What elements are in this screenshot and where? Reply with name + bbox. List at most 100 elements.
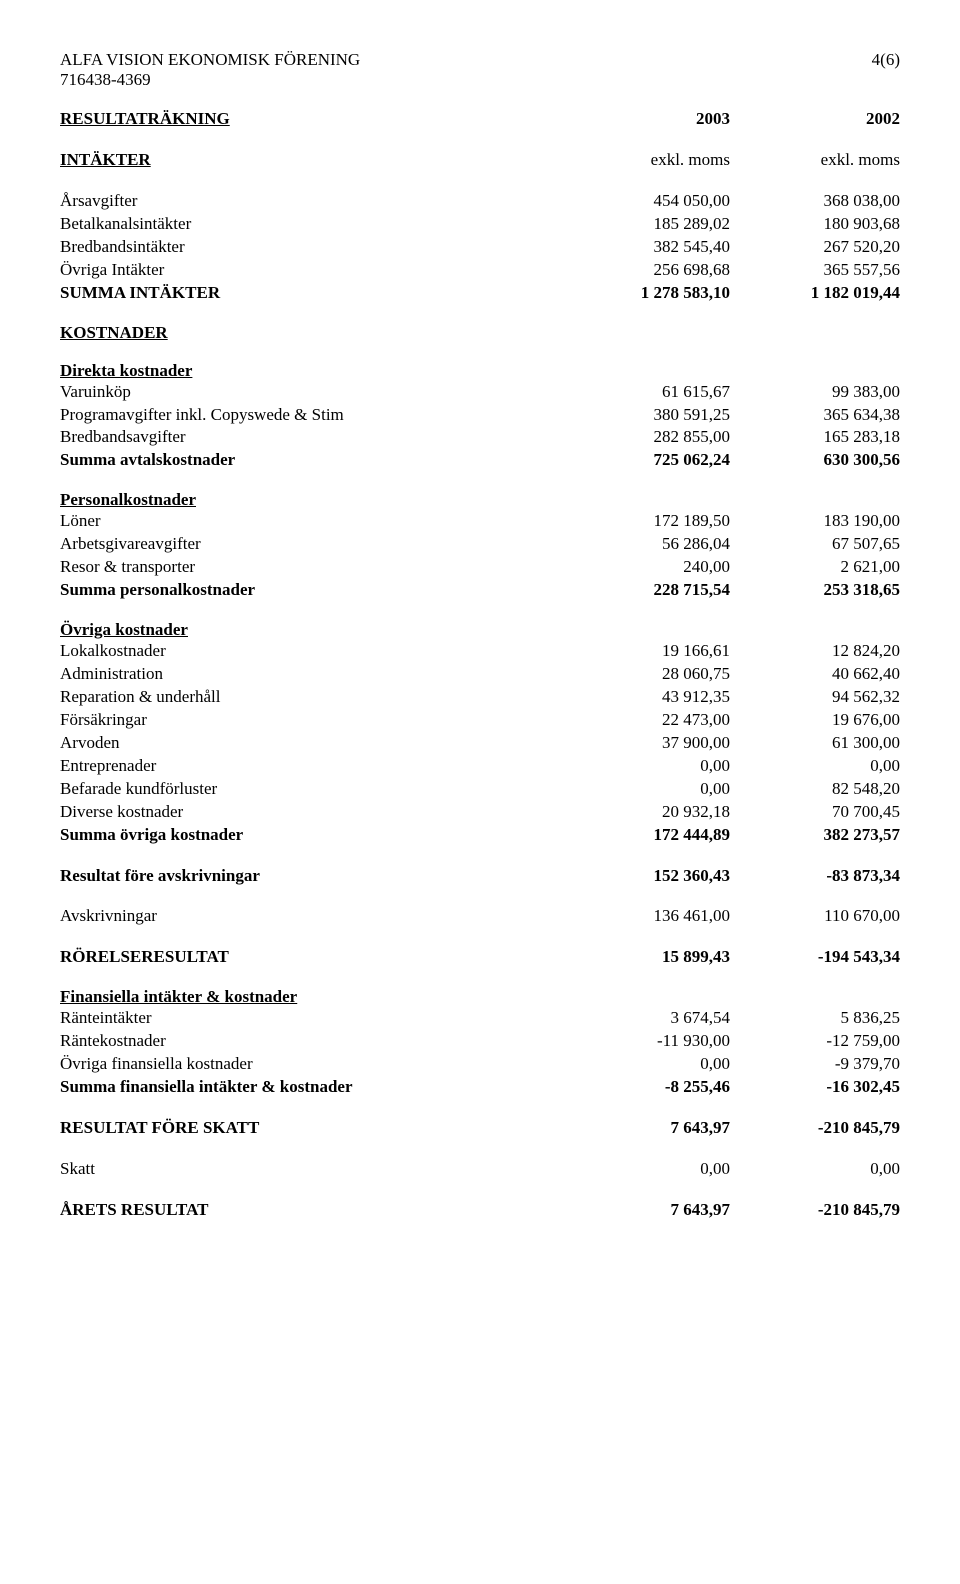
row-v1: 37 900,00: [590, 732, 730, 755]
row-label: RÖRELSERESULTAT: [60, 946, 590, 969]
org-number: 716438-4369: [60, 70, 360, 90]
year-2003: 2003: [590, 108, 730, 131]
intakter-heading-row: INTÄKTER exkl. moms exkl. moms: [60, 149, 900, 172]
table-row: Arvoden37 900,00 61 300,00: [60, 732, 900, 755]
sum-v1: 725 062,24: [590, 449, 730, 472]
arets-resultat: ÅRETS RESULTAT7 643,97 -210 845,79: [60, 1199, 900, 1222]
row-v1: 22 473,00: [590, 709, 730, 732]
row-v2: 267 520,20: [760, 236, 900, 259]
row-label: Reparation & underhåll: [60, 686, 590, 709]
sum-v2: 382 273,57: [760, 824, 900, 847]
title-text: RESULTATRÄKNING: [60, 108, 590, 131]
page-header: ALFA VISION EKONOMISK FÖRENING 716438-43…: [60, 50, 900, 90]
row-v2: -210 845,79: [760, 1117, 900, 1140]
row-v1: 0,00: [590, 1158, 730, 1181]
row-label: ÅRETS RESULTAT: [60, 1199, 590, 1222]
skatt: Skatt0,000,00: [60, 1158, 900, 1181]
row-v2: 99 383,00: [760, 381, 900, 404]
table-row: Lokalkostnader19 166,61 12 824,20: [60, 640, 900, 663]
row-v2: 368 038,00: [760, 190, 900, 213]
row-label: Bredbandsavgifter: [60, 426, 590, 449]
sum-label: Summa finansiella intäkter & kostnader: [60, 1076, 590, 1099]
table-row: Bredbandsavgifter282 855,00165 283,18: [60, 426, 900, 449]
row-v1: 152 360,43: [590, 865, 730, 888]
row-v2: 110 670,00: [760, 905, 900, 928]
row-v1: 136 461,00: [590, 905, 730, 928]
row-v2: 183 190,00: [760, 510, 900, 533]
row-v2: 365 557,56: [760, 259, 900, 282]
row-v1: 0,00: [590, 755, 730, 778]
sum-v1: 228 715,54: [590, 579, 730, 602]
row-v2: -9 379,70: [760, 1053, 900, 1076]
sum-v2: 253 318,65: [760, 579, 900, 602]
row-label: Räntekostnader: [60, 1030, 590, 1053]
row-v1: 43 912,35: [590, 686, 730, 709]
row-v2: 40 662,40: [760, 663, 900, 686]
row-v1: 7 643,97: [590, 1199, 730, 1222]
kostnader-heading: KOSTNADER: [60, 323, 900, 343]
row-label: Årsavgifter: [60, 190, 590, 213]
direkta-sum: Summa avtalskostnader725 062,24630 300,5…: [60, 449, 900, 472]
sum-label: Summa övriga kostnader: [60, 824, 590, 847]
row-v1: 240,00: [590, 556, 730, 579]
sum-label: Summa personalkostnader: [60, 579, 590, 602]
table-row: Försäkringar22 473,00 19 676,00: [60, 709, 900, 732]
row-label: Övriga finansiella kostnader: [60, 1053, 590, 1076]
row-v1: 282 855,00: [590, 426, 730, 449]
row-v2: 82 548,20: [760, 778, 900, 801]
row-v1: 28 060,75: [590, 663, 730, 686]
title-row: RESULTATRÄKNING 2003 2002: [60, 108, 900, 131]
table-row: Varuinköp61 615,6799 383,00: [60, 381, 900, 404]
personal-heading: Personalkostnader: [60, 490, 900, 510]
row-label: Lokalkostnader: [60, 640, 590, 663]
sum-v2: 630 300,56: [760, 449, 900, 472]
row-v2: 61 300,00: [760, 732, 900, 755]
intakter-sub2: exkl. moms: [760, 149, 900, 172]
table-row: Årsavgifter454 050,00368 038,00: [60, 190, 900, 213]
row-v1: 380 591,25: [590, 404, 730, 427]
row-v2: 70 700,45: [760, 801, 900, 824]
table-row: Bredbandsintäkter382 545,40267 520,20: [60, 236, 900, 259]
resultat-fore-avskr: Resultat före avskrivningar152 360,43-83…: [60, 865, 900, 888]
row-v2: -210 845,79: [760, 1199, 900, 1222]
sum-v1: 172 444,89: [590, 824, 730, 847]
table-row: Arbetsgivareavgifter56 286,0467 507,65: [60, 533, 900, 556]
row-v1: 15 899,43: [590, 946, 730, 969]
row-v2: 0,00: [760, 1158, 900, 1181]
row-v2: 67 507,65: [760, 533, 900, 556]
table-row: Betalkanalsintäkter185 289,02180 903,68: [60, 213, 900, 236]
row-v1: 256 698,68: [590, 259, 730, 282]
finansiella-heading: Finansiella intäkter & kostnader: [60, 987, 900, 1007]
row-label: Arbetsgivareavgifter: [60, 533, 590, 556]
row-v2: -12 759,00: [760, 1030, 900, 1053]
intakter-sub1: exkl. moms: [590, 149, 730, 172]
row-label: Arvoden: [60, 732, 590, 755]
table-row: Räntekostnader-11 930,00-12 759,00: [60, 1030, 900, 1053]
table-row: Diverse kostnader20 932,1870 700,45: [60, 801, 900, 824]
row-v1: 7 643,97: [590, 1117, 730, 1140]
table-row: Resor & transporter240,002 621,00: [60, 556, 900, 579]
row-v1: 0,00: [590, 778, 730, 801]
row-v2: 19 676,00: [760, 709, 900, 732]
table-row: Entreprenader0,000,00: [60, 755, 900, 778]
table-row: Övriga Intäkter256 698,68365 557,56: [60, 259, 900, 282]
table-row: Programavgifter inkl. Copyswede & Stim38…: [60, 404, 900, 427]
intakter-sum: SUMMA INTÄKTER1 278 583,101 182 019,44: [60, 282, 900, 305]
row-v2: 12 824,20: [760, 640, 900, 663]
rorelseresultat: RÖRELSERESULTAT15 899,43 -194 543,34: [60, 946, 900, 969]
table-row: Löner172 189,50183 190,00: [60, 510, 900, 533]
row-v1: 172 189,50: [590, 510, 730, 533]
table-row: Ränteintäkter3 674,545 836,25: [60, 1007, 900, 1030]
row-label: RESULTAT FÖRE SKATT: [60, 1117, 590, 1140]
table-row: Övriga finansiella kostnader0,00-9 379,7…: [60, 1053, 900, 1076]
row-v2: 94 562,32: [760, 686, 900, 709]
row-v1: 20 932,18: [590, 801, 730, 824]
row-v2: 2 621,00: [760, 556, 900, 579]
resultat-fore-skatt: RESULTAT FÖRE SKATT7 643,97 -210 845,79: [60, 1117, 900, 1140]
row-label: Försäkringar: [60, 709, 590, 732]
row-v2: -194 543,34: [760, 946, 900, 969]
row-label: Avskrivningar: [60, 905, 590, 928]
row-v1: 19 166,61: [590, 640, 730, 663]
row-v1: 185 289,02: [590, 213, 730, 236]
ovriga-heading: Övriga kostnader: [60, 620, 900, 640]
